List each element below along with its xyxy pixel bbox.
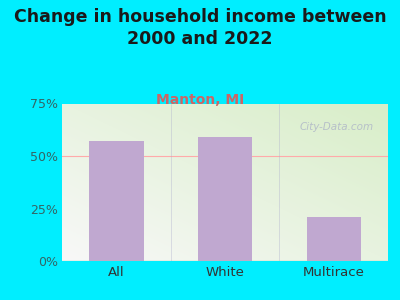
Bar: [198, 137, 252, 261]
Text: Manton, MI: Manton, MI: [156, 93, 244, 107]
Text: City-Data.com: City-Data.com: [300, 122, 374, 132]
Bar: [306, 217, 361, 261]
Bar: [89, 141, 144, 261]
Text: Change in household income between
2000 and 2022: Change in household income between 2000 …: [14, 8, 386, 48]
